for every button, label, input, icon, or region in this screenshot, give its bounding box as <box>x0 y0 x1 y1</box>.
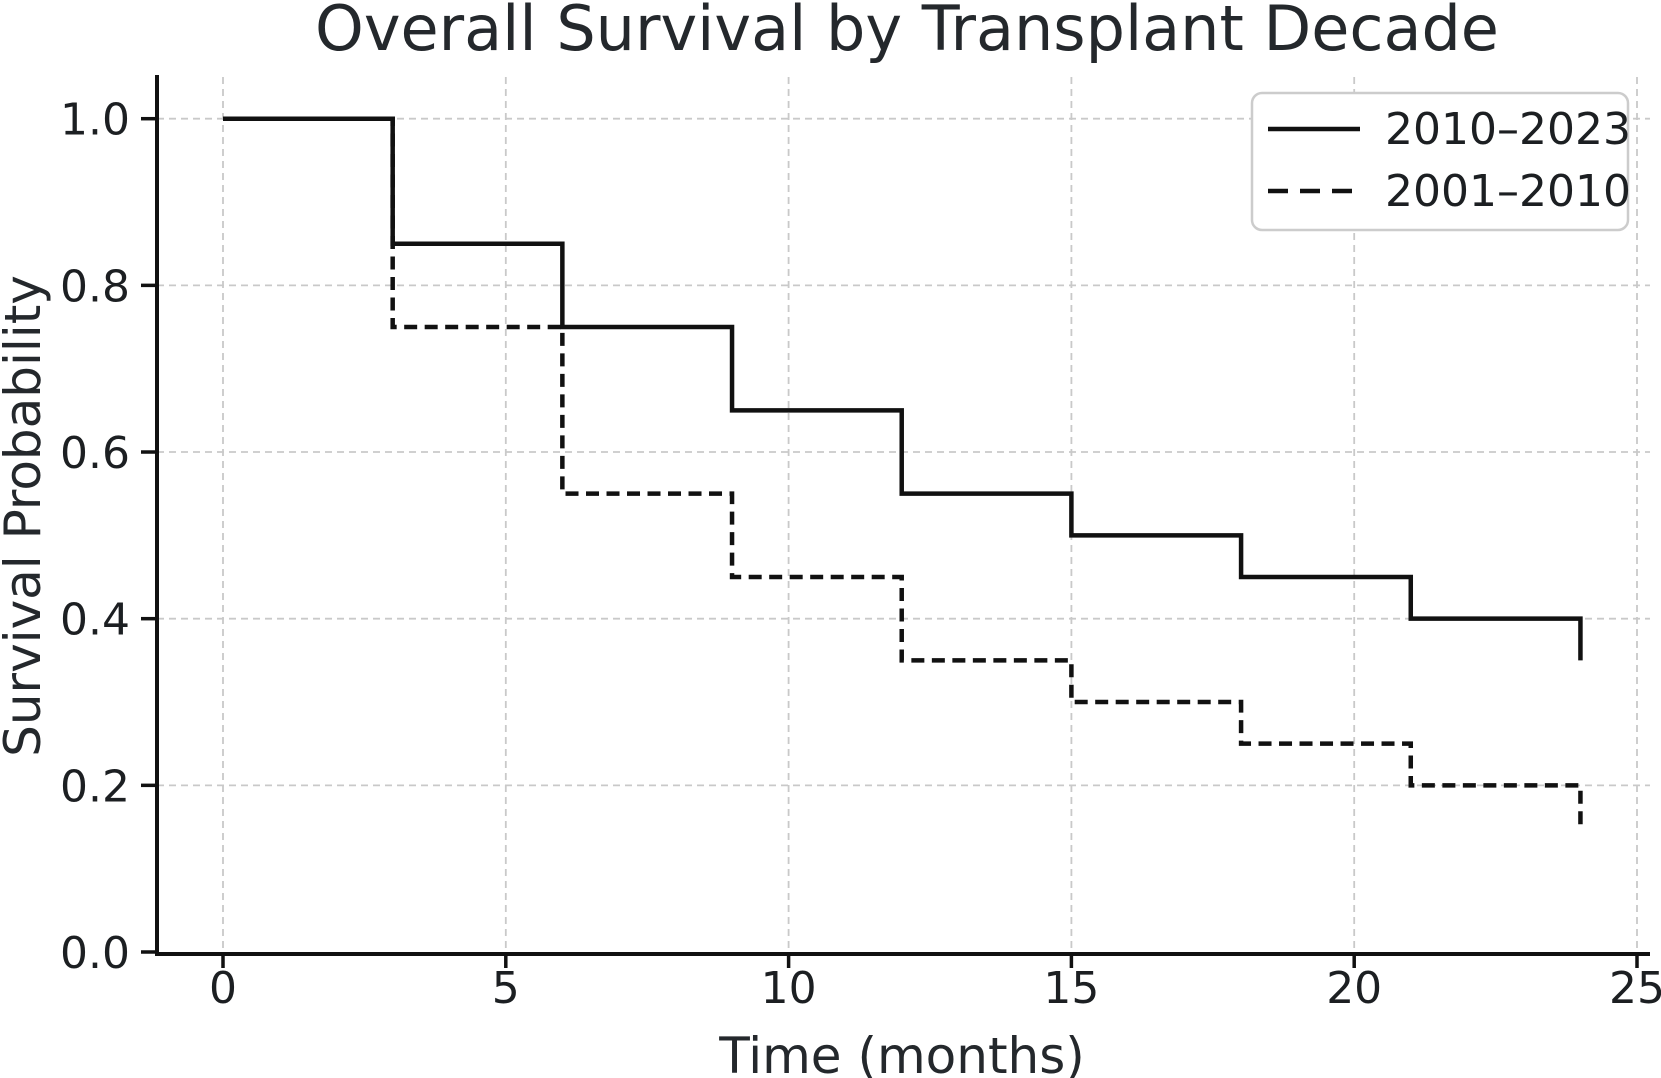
survival-curve-2001-2010 <box>223 116 1583 828</box>
x-tick-label: 10 <box>761 963 817 1014</box>
x-axis-label: Time (months) <box>718 1027 1085 1078</box>
tick-marks <box>141 116 1639 968</box>
y-tick-label: 1.0 <box>60 95 130 146</box>
survival-curve-2010-2023 <box>223 116 1583 661</box>
y-axis-label: Survival Probability <box>0 275 52 757</box>
tick-labels: 0 5 10 15 20 25 0.0 0.2 0.4 0.6 0.8 1.0 <box>60 95 1661 1014</box>
x-tick-label: 0 <box>209 963 237 1014</box>
legend: 2010–2023 2001–2010 <box>1250 91 1631 232</box>
y-tick-label: 0.8 <box>60 261 130 312</box>
y-tick-label: 0.6 <box>60 428 130 479</box>
y-tick-label: 0.0 <box>60 928 130 979</box>
axes-spines <box>155 75 1650 956</box>
y-tick-label: 0.2 <box>60 761 130 812</box>
x-tick-label: 15 <box>1043 963 1099 1014</box>
x-tick-label: 25 <box>1609 963 1661 1014</box>
legend-label-2010-2023: 2010–2023 <box>1385 104 1631 155</box>
legend-label-2001-2010: 2001–2010 <box>1385 166 1631 217</box>
chart-title: Overall Survival by Transplant Decade <box>315 0 1499 65</box>
survival-curves <box>223 116 1583 828</box>
y-tick-label: 0.4 <box>60 595 130 646</box>
x-tick-label: 20 <box>1326 963 1382 1014</box>
x-tick-label: 5 <box>492 963 520 1014</box>
